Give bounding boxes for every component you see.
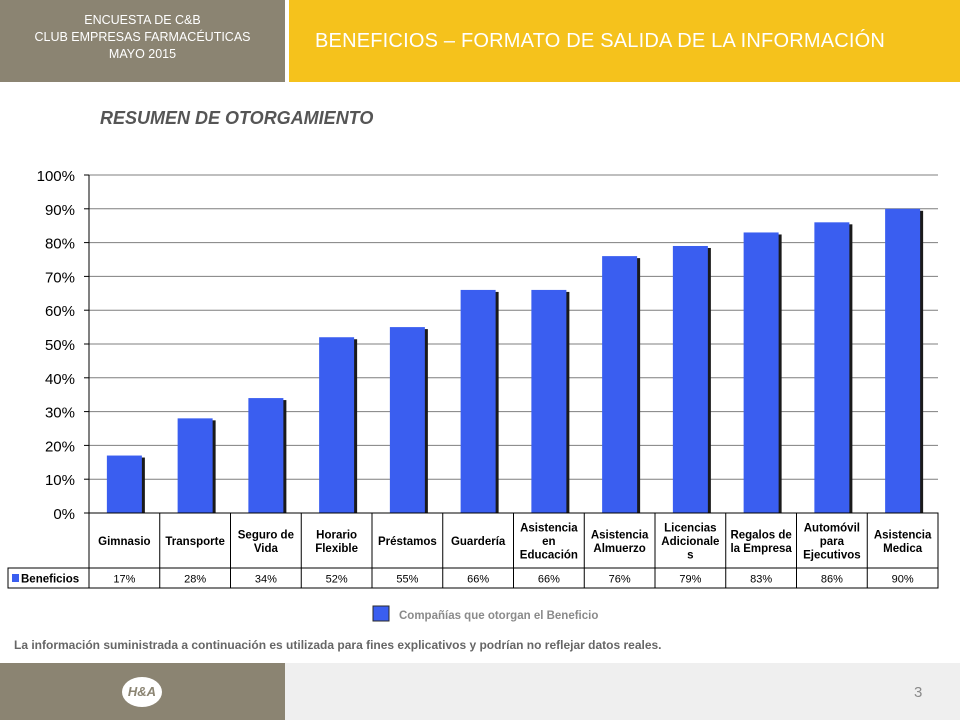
data-label: 34% [255,574,277,586]
bar [319,337,355,513]
bar [814,222,850,513]
header-separator [285,0,289,82]
header-survey-line: CLUB EMPRESAS FARMACÉUTICAS [34,30,251,44]
y-tick-label: 50% [45,337,75,354]
y-tick-label: 60% [45,303,75,320]
bar [389,327,425,513]
category-label: Guardería [451,536,506,548]
data-label: 17% [113,574,135,586]
y-tick-label: 20% [45,438,75,455]
category-label: Licencias Adicionale s [661,523,719,562]
bar [460,289,496,513]
y-tick-label: 30% [45,405,75,422]
category-label: Horario Flexible [315,529,358,555]
data-label: 28% [184,574,206,586]
bar [531,289,567,513]
y-tick-label: 100% [37,168,75,185]
page-title: BENEFICIOS – FORMATO DE SALIDA DE LA INF… [289,0,960,82]
value-row-border [7,567,939,589]
y-tick-label: 90% [45,202,75,219]
y-tick-label: 10% [45,472,75,489]
data-label: 83% [750,574,772,586]
legend-label: Compañías que otorgan el Beneficio [399,610,598,622]
category-label: Automóvil para Ejecutivos [803,523,861,562]
category-label: Gimnasio [98,536,150,548]
series-name: Beneficios [21,574,79,586]
data-label: 66% [538,574,560,586]
disclaimer-text: La información suministrada a continuaci… [14,638,662,652]
header-survey-line: ENCUESTA DE C&B [84,13,201,27]
header-survey-info: ENCUESTA DE C&B CLUB EMPRESAS FARMACÉUTI… [0,0,285,82]
bar [672,245,708,513]
bar [743,232,779,513]
bar [177,418,213,513]
category-label: Seguro de Vida [238,529,294,555]
legend-swatch [372,605,390,622]
bar [248,398,284,513]
bar-chart: 0% 10% 20% 30% 40% 50% 60% 70% 80% 90% 100% Gimnas… [7,168,939,622]
category-label: Asistencia en Educación [520,523,578,562]
section-subtitle: RESUMEN DE OTORGAMIENTO [100,108,374,128]
y-tick-label: 40% [45,371,75,388]
category-label: Asistencia Medica [874,529,932,555]
series-key-swatch [12,574,19,582]
bar [602,256,638,513]
data-label: 55% [396,574,418,586]
footer-right-band [285,663,960,720]
header-survey-line: MAYO 2015 [108,47,177,61]
company-logo: H&A [122,677,162,707]
data-label: 90% [892,574,914,586]
bar [885,208,921,514]
y-tick-label: 70% [45,269,75,286]
category-label: Regalos de la Empresa [730,529,792,555]
data-label: 86% [821,574,843,586]
data-label: 66% [467,574,489,586]
data-label: 52% [326,574,348,586]
category-label: Préstamos [378,536,437,548]
y-tick-label: 80% [45,236,75,253]
data-label: 79% [679,574,701,586]
y-tick-label: 0% [53,506,75,523]
data-label: 76% [609,574,631,586]
category-label: Asistencia Almuerzo [591,529,649,555]
category-label: Transporte [165,536,224,548]
page-number: 3 [914,684,923,701]
bar [106,455,142,513]
